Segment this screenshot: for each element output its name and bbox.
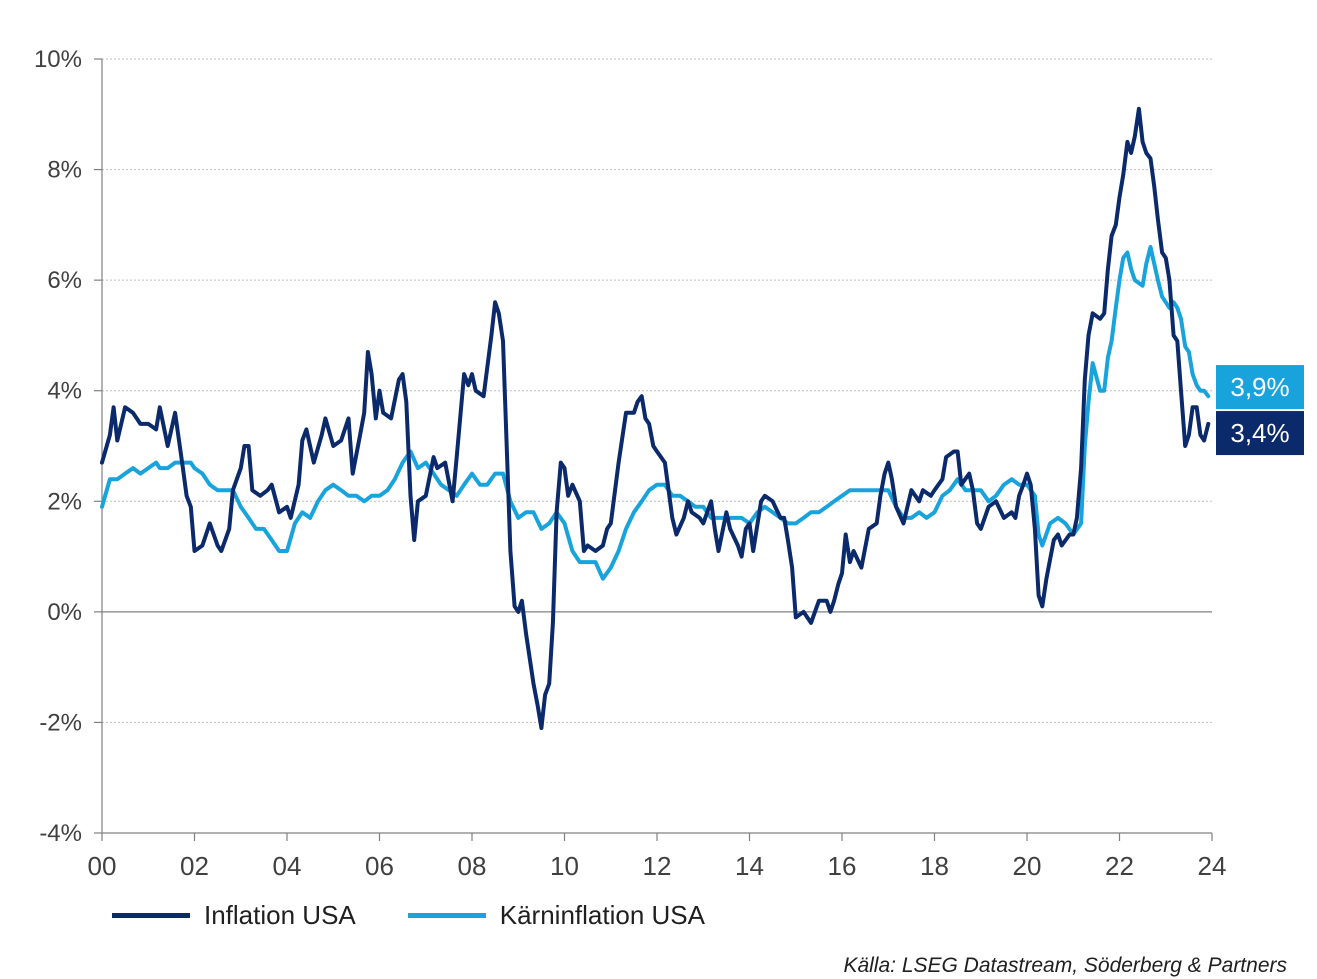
- x-tick-label: 04: [273, 851, 302, 881]
- y-tick-label: 4%: [47, 378, 82, 405]
- line-chart: -4% -2% 0% 2% 4% 6% 8% 10% 00 02 04 06 08 10 12 14 16 18 2…: [34, 46, 1304, 881]
- legend-label-inflation: Inflation USA: [204, 900, 356, 930]
- legend: Inflation USA Kärninflation USA: [112, 900, 757, 931]
- end-labels: 3,9% 3,4%: [1216, 365, 1304, 456]
- series-lines: [100, 106, 1211, 730]
- y-tick-label: 2%: [47, 488, 82, 515]
- end-label-core: 3,9%: [1216, 365, 1304, 410]
- source-note: Källa: LSEG Datastream, Söderberg & Part…: [843, 954, 1287, 977]
- y-tick-label: -4%: [39, 820, 82, 847]
- x-tick-label: 12: [643, 851, 672, 881]
- x-tick-label: 14: [735, 851, 764, 881]
- legend-item-inflation: Inflation USA: [112, 900, 356, 931]
- axes: -4% -2% 0% 2% 4% 6% 8% 10% 00 02 04 06 08 10 12 14 16 18 2…: [34, 46, 1227, 881]
- x-tick-label: 10: [550, 851, 579, 881]
- gridlines: [102, 58, 1212, 723]
- end-label-inflation: 3,4%: [1216, 411, 1304, 456]
- y-tick-label: 6%: [47, 267, 82, 294]
- x-tick-label: 22: [1105, 851, 1134, 881]
- end-label-core-box: [1216, 365, 1304, 410]
- end-label-core-text: 3,9%: [1230, 372, 1289, 402]
- x-tick-label: 18: [920, 851, 949, 881]
- x-tick-label: 06: [365, 851, 394, 881]
- legend-swatch-core: [407, 913, 486, 918]
- x-tick-label: 20: [1013, 851, 1042, 881]
- x-tick-label: 00: [88, 851, 117, 881]
- y-tick-label: 0%: [47, 599, 82, 626]
- legend-swatch-inflation: [112, 913, 190, 918]
- end-label-inflation-box: [1216, 411, 1304, 456]
- y-tick-label: -2%: [39, 709, 82, 736]
- x-tick-label: 16: [828, 851, 857, 881]
- y-tick-label: 8%: [47, 157, 82, 184]
- x-tick-label: 24: [1198, 851, 1227, 881]
- x-tick-label: 08: [458, 851, 487, 881]
- end-label-inflation-text: 3,4%: [1230, 418, 1289, 448]
- legend-label-core: Kärninflation USA: [499, 900, 705, 930]
- x-tick-label: 02: [180, 851, 209, 881]
- series-line-core: [100, 245, 1211, 581]
- y-tick-label: 10%: [34, 46, 82, 73]
- legend-item-core: Kärninflation USA: [407, 900, 705, 931]
- series-line-inflation: [100, 106, 1211, 730]
